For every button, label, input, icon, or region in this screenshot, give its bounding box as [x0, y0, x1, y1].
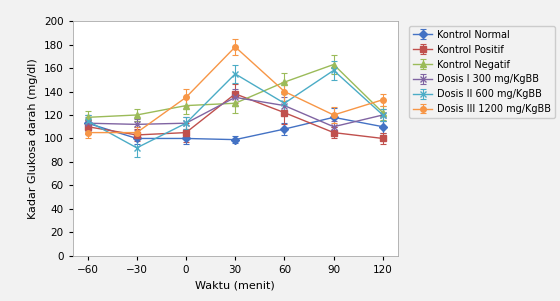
X-axis label: Waktu (menit): Waktu (menit)	[195, 281, 275, 290]
Y-axis label: Kadar Glukosa darah (mg/dl): Kadar Glukosa darah (mg/dl)	[29, 58, 39, 219]
Legend: Kontrol Normal, Kontrol Positif, Kontrol Negatif, Dosis I 300 mg/KgBB, Dosis II : Kontrol Normal, Kontrol Positif, Kontrol…	[409, 26, 555, 118]
